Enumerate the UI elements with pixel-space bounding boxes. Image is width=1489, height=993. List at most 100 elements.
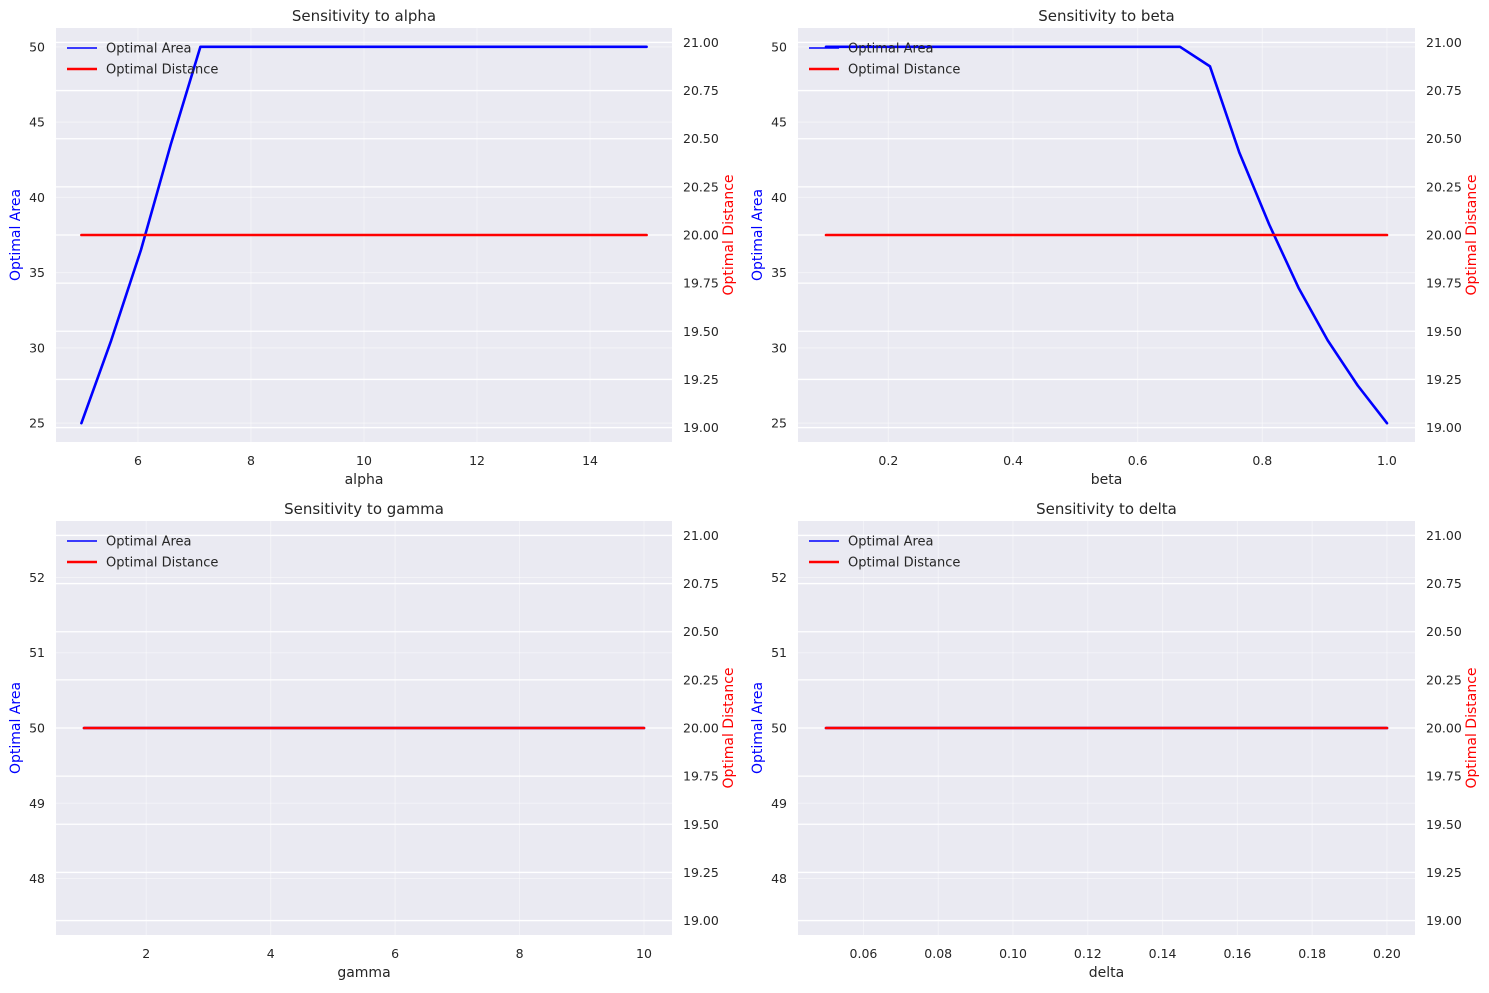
chart-2-y-right-tick-label: 21.00 [1426, 35, 1462, 50]
chart-1-y-left-tick-label: 40 [29, 190, 45, 205]
chart-4-y-right-tick-label: 20.75 [1426, 576, 1462, 591]
chart-1-x-axis-label: alpha [345, 472, 384, 488]
chart-1-x-tick-label: 14 [582, 453, 598, 468]
chart-2-y-right-tick-label: 19.50 [1426, 324, 1462, 339]
chart-2-legend-label-optimal-distance: Optimal Distance [848, 63, 960, 78]
chart-3-title: Sensitivity to gamma [284, 500, 444, 518]
chart-3-y-left-tick-label: 52 [29, 570, 45, 585]
chart-3-y-right-tick-label: 19.25 [683, 865, 719, 880]
chart-2-y-left-tick-label: 25 [771, 416, 787, 431]
chart-1-y-right-tick-label: 21.00 [683, 35, 719, 50]
chart-1-y-left-tick-label: 45 [29, 115, 45, 130]
chart-4-x-axis-label: delta [1089, 965, 1124, 981]
chart-1-y-right-tick-label: 20.75 [683, 83, 719, 98]
chart-2-panel: 0.2 0.4 0.6 0.8 1.0 25 30 35 40 45 50 19.00 19.25 19.… [750, 7, 1480, 488]
chart-3-y-right-tick-label: 20.50 [683, 624, 719, 639]
chart-2-y-right-tick-label: 20.00 [1426, 228, 1462, 243]
chart-1-y-right-tick-label: 19.25 [683, 372, 719, 387]
chart-4-y-left-axis-label: Optimal Area [750, 682, 766, 774]
chart-2-y-right-tick-label: 20.50 [1426, 131, 1462, 146]
chart-3-y-right-tick-label: 19.50 [683, 817, 719, 832]
chart-1-legend-label-optimal-area: Optimal Area [106, 42, 191, 57]
chart-1-x-tick-label: 12 [469, 453, 485, 468]
chart-1-y-left-axis-label: Optimal Area [8, 189, 24, 281]
chart-3-y-left-tick-label: 48 [29, 871, 45, 886]
chart-1-title: Sensitivity to alpha [292, 7, 436, 25]
chart-4-title: Sensitivity to delta [1036, 500, 1177, 518]
chart-2-legend: Optimal Area Optimal Distance [809, 42, 960, 78]
chart-1-y-left-tick-label: 35 [29, 265, 45, 280]
chart-4-y-right-tick-label: 20.00 [1426, 721, 1462, 736]
chart-1-y-right-tick-label: 20.25 [683, 179, 719, 194]
chart-1-x-tick-label: 10 [356, 453, 372, 468]
chart-4-x-tick-label: 0.14 [1149, 946, 1177, 961]
chart-1-y-right-tick-label: 20.50 [683, 131, 719, 146]
chart-2-y-right-tick-label: 19.25 [1426, 372, 1462, 387]
chart-2-x-tick-label: 0.8 [1252, 453, 1272, 468]
chart-2-y-right-tick-label: 19.75 [1426, 276, 1462, 291]
chart-4-x-tick-label: 0.20 [1373, 946, 1401, 961]
chart-3-x-tick-label: 4 [267, 946, 275, 961]
chart-2-y-left-tick-label: 50 [771, 39, 787, 54]
chart-2-y-right-tick-label: 20.75 [1426, 83, 1462, 98]
chart-2-x-tick-label: 0.2 [878, 453, 898, 468]
chart-2-series-optimal-area-line [824, 45, 1389, 425]
chart-2-y-right-tick-label: 20.25 [1426, 179, 1462, 194]
chart-4-legend: Optimal Area Optimal Distance [809, 535, 960, 571]
chart-1-y-right-tick-label: 19.50 [683, 324, 719, 339]
chart-1-y-left-tick-label: 25 [29, 416, 45, 431]
chart-3-x-tick-label: 6 [391, 946, 399, 961]
chart-4-y-left-tick-label: 51 [771, 645, 787, 660]
chart-4-x-tick-label: 0.18 [1298, 946, 1326, 961]
chart-4-y-left-tick-label: 50 [771, 721, 787, 736]
chart-4-legend-label-optimal-area: Optimal Area [848, 535, 933, 550]
chart-3-y-left-tick-label: 49 [29, 796, 45, 811]
chart-3-y-left-tick-label: 50 [29, 721, 45, 736]
chart-3-y-right-tick-label: 20.00 [683, 721, 719, 736]
chart-4-x-tick-label: 0.08 [924, 946, 952, 961]
chart-3-x-axis-label: gamma [337, 965, 390, 981]
chart-4-y-left-tick-label: 48 [771, 871, 787, 886]
chart-2-x-axis-label: beta [1091, 472, 1123, 488]
chart-1-x-tick-label: 8 [247, 453, 255, 468]
chart-2-x-tick-label: 1.0 [1377, 453, 1397, 468]
chart-1-y-right-axis-label: Optimal Distance [721, 174, 737, 295]
chart-3-y-left-tick-label: 51 [29, 645, 45, 660]
chart-4-x-tick-label: 0.12 [1074, 946, 1102, 961]
chart-2-x-tick-label: 0.6 [1128, 453, 1148, 468]
chart-4-y-left-tick-label: 49 [771, 796, 787, 811]
chart-1-series-optimal-area-line [80, 45, 648, 425]
chart-1-y-right-tick-label: 19.00 [683, 420, 719, 435]
chart-2-y-left-tick-label: 35 [771, 265, 787, 280]
chart-4-y-right-tick-label: 19.25 [1426, 865, 1462, 880]
chart-4-y-right-tick-label: 19.50 [1426, 817, 1462, 832]
chart-2-y-left-tick-label: 30 [771, 340, 787, 355]
chart-4-panel: 0.06 0.08 0.10 0.12 0.14 0.16 0.18 0.20 48 49 50 51… [750, 500, 1480, 981]
chart-2-y-left-tick-label: 40 [771, 190, 787, 205]
chart-4-y-right-tick-label: 21.00 [1426, 528, 1462, 543]
chart-1-y-right-tick-label: 19.75 [683, 276, 719, 291]
chart-1-y-left-tick-label: 30 [29, 340, 45, 355]
chart-2-y-left-axis-label: Optimal Area [750, 189, 766, 281]
chart-4-y-left-tick-label: 52 [771, 570, 787, 585]
chart-3-y-right-tick-label: 21.00 [683, 528, 719, 543]
chart-2-x-tick-label: 0.4 [1003, 453, 1023, 468]
chart-1-panel: 6 8 10 12 14 25 30 35 40 45 50 19.00 19.25 19.50 19.75… [8, 7, 737, 488]
chart-3-y-right-tick-label: 20.25 [683, 672, 719, 687]
chart-3-y-left-axis-label: Optimal Area [8, 682, 24, 774]
chart-4-x-tick-label: 0.06 [850, 946, 878, 961]
chart-4-y-right-axis-label: Optimal Distance [1464, 667, 1480, 788]
chart-2-title: Sensitivity to beta [1038, 7, 1175, 25]
chart-2-y-right-axis-label: Optimal Distance [1464, 174, 1480, 295]
chart-3-legend-label-optimal-area: Optimal Area [106, 535, 191, 550]
chart-1-legend-label-optimal-distance: Optimal Distance [106, 63, 218, 78]
chart-3-y-right-axis-label: Optimal Distance [721, 667, 737, 788]
chart-4-y-right-tick-label: 20.50 [1426, 624, 1462, 639]
chart-3-y-right-tick-label: 20.75 [683, 576, 719, 591]
chart-4-x-tick-label: 0.10 [999, 946, 1027, 961]
chart-4-y-right-tick-label: 20.25 [1426, 672, 1462, 687]
chart-1-x-tick-label: 6 [134, 453, 142, 468]
chart-2-y-right-tick-label: 19.00 [1426, 420, 1462, 435]
